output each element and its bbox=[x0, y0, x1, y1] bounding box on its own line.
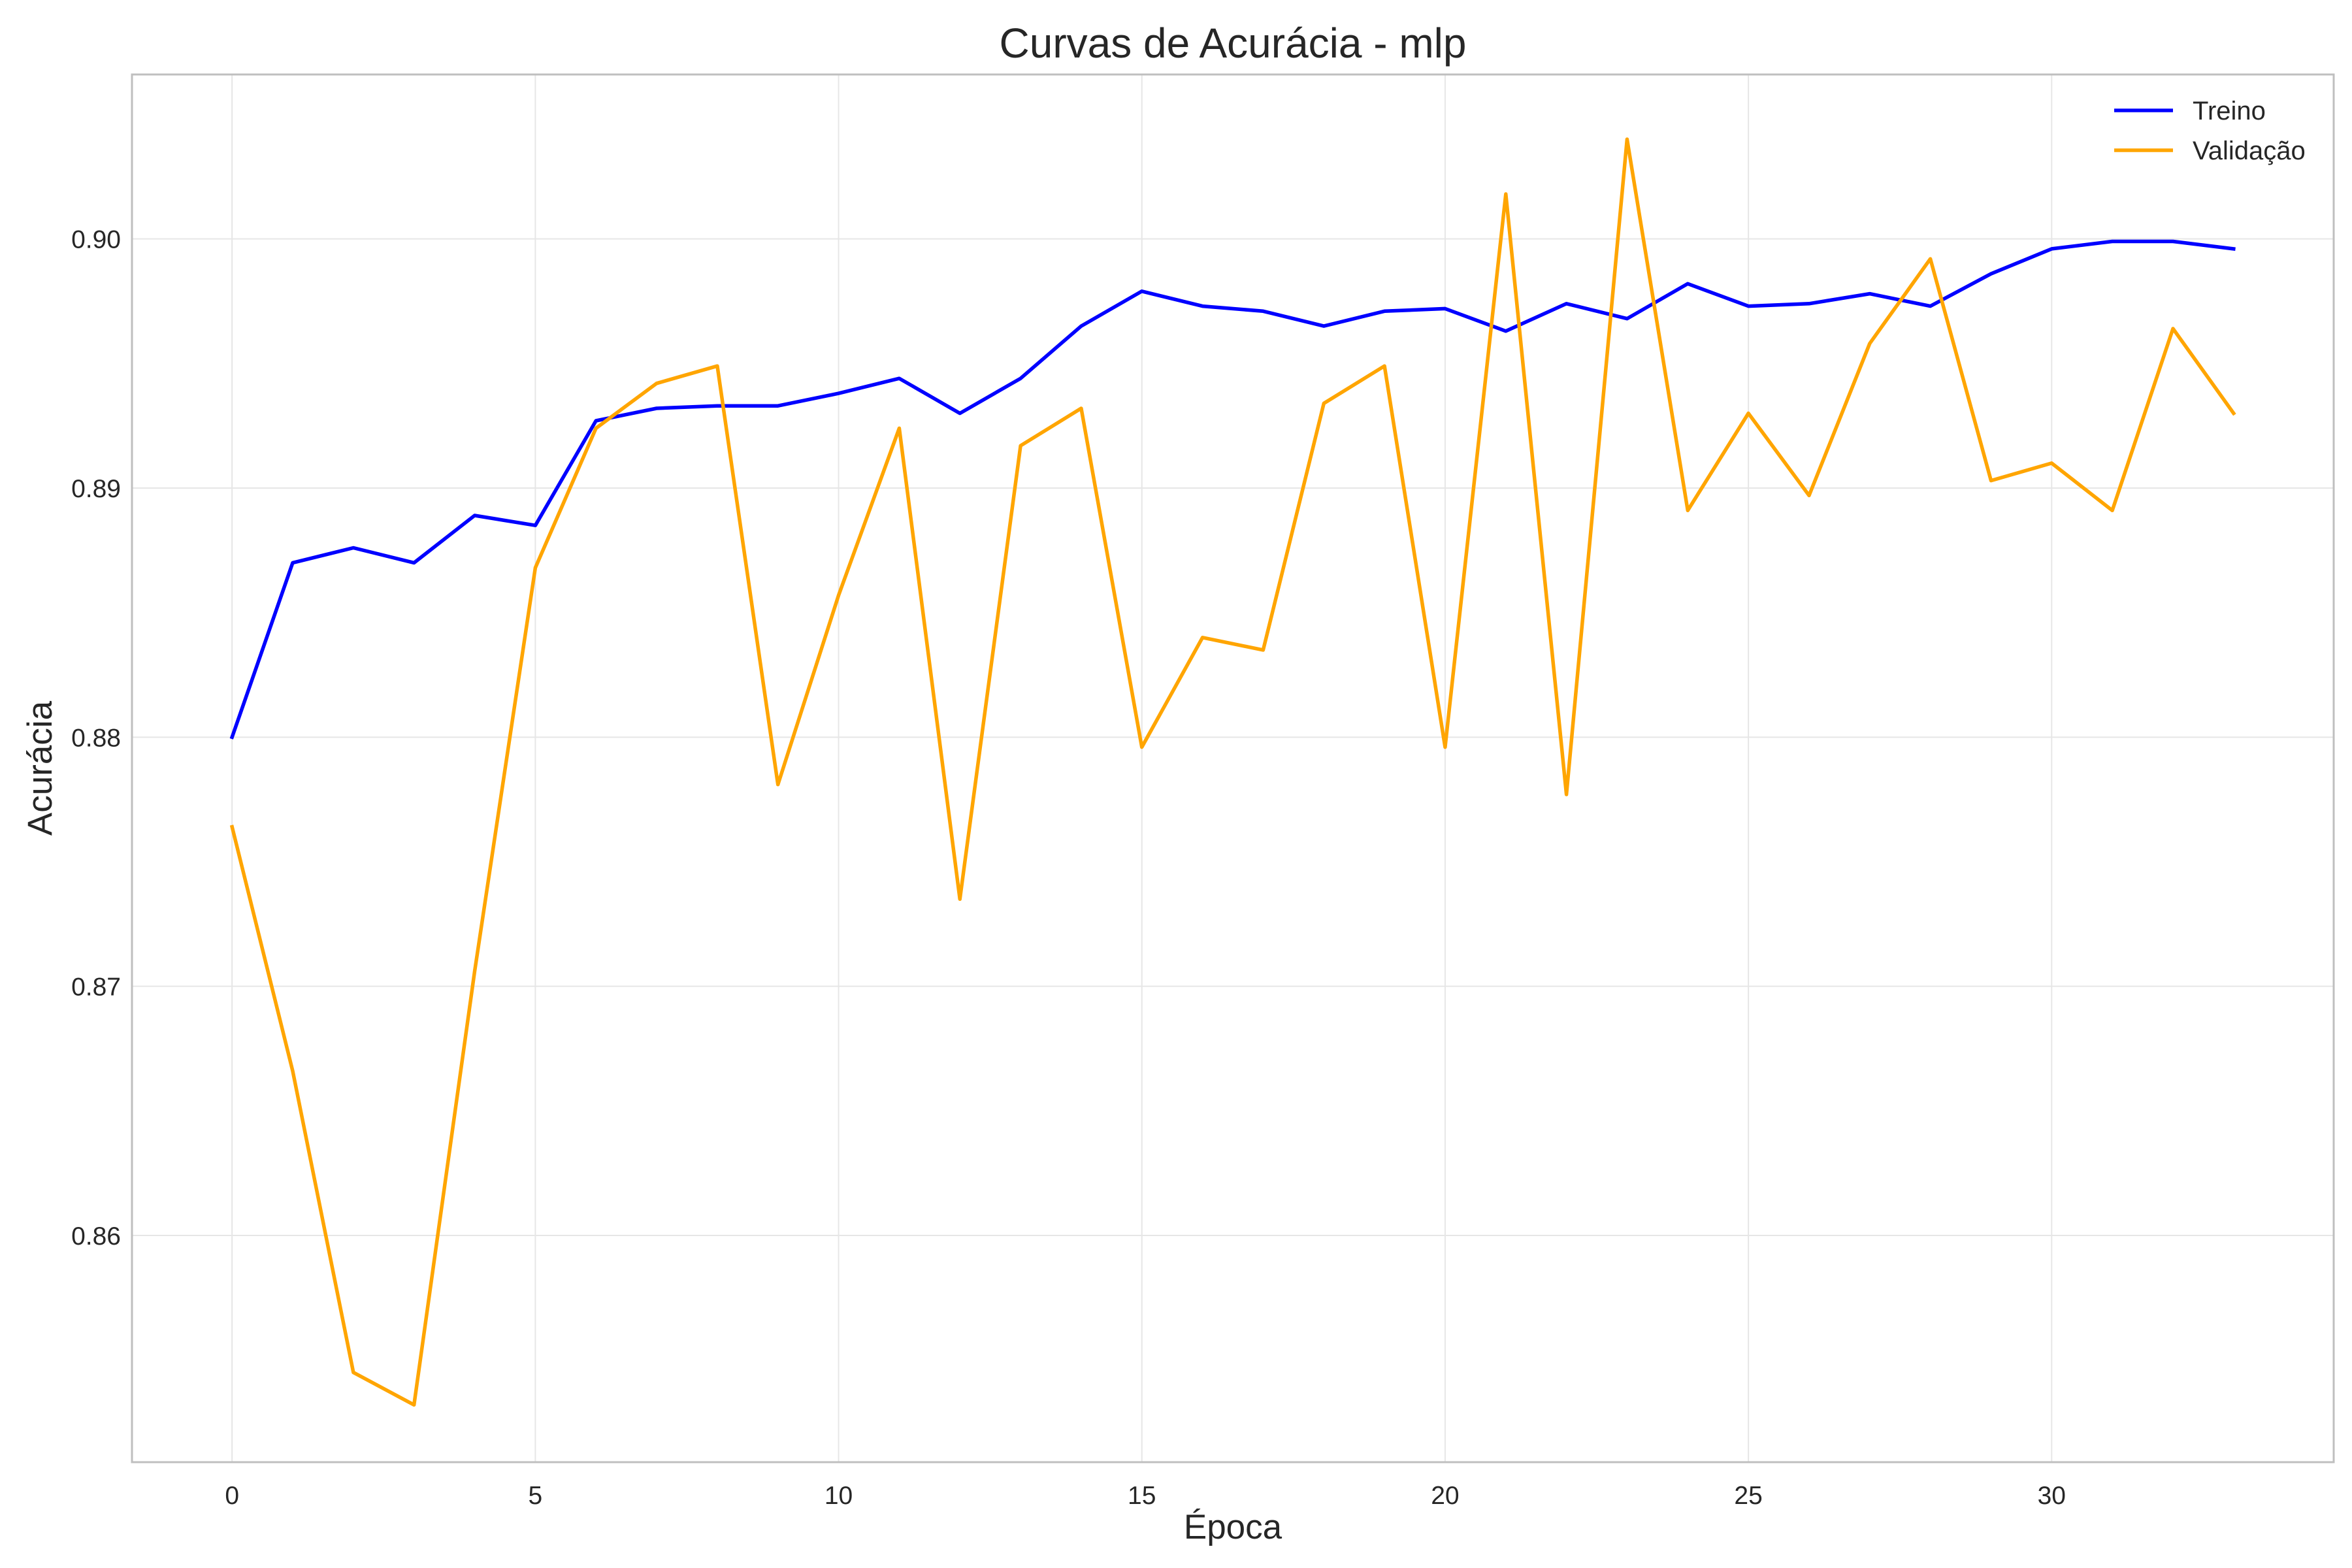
x-tick-label: 20 bbox=[1431, 1482, 1459, 1510]
legend: Treino Validação bbox=[2114, 97, 2306, 165]
legend-label-treino: Treino bbox=[2193, 97, 2266, 125]
y-tick-label: 0.88 bbox=[71, 724, 121, 752]
y-tick-label: 0.86 bbox=[71, 1222, 121, 1250]
y-tick-label: 0.89 bbox=[71, 475, 121, 503]
x-tick-label: 10 bbox=[825, 1482, 853, 1510]
x-tick-label: 0 bbox=[225, 1482, 239, 1510]
x-axis-label: Época bbox=[1184, 1508, 1282, 1546]
series-line-treino bbox=[229, 239, 2236, 740]
y-tick-label: 0.90 bbox=[71, 226, 121, 254]
x-tick-label: 25 bbox=[1734, 1482, 1762, 1510]
legend-label-validacao: Validação bbox=[2193, 137, 2306, 165]
y-tick-label: 0.87 bbox=[71, 973, 121, 1002]
x-tick-labels: 0 5 10 15 20 25 30 bbox=[225, 1482, 2066, 1510]
plot-frame bbox=[131, 73, 2335, 1463]
grid-lines bbox=[132, 74, 2334, 1462]
y-tick-labels: 0.86 0.87 0.88 0.89 0.90 bbox=[71, 226, 121, 1250]
y-axis-label: Acurácia bbox=[21, 700, 59, 836]
chart-title: Curvas de Acurácia - mlp bbox=[1000, 20, 1467, 67]
series-lines bbox=[229, 137, 2236, 1407]
series-line-validacao bbox=[229, 137, 2236, 1407]
x-tick-label: 30 bbox=[2038, 1482, 2066, 1510]
x-tick-label: 15 bbox=[1128, 1482, 1156, 1510]
x-tick-label: 5 bbox=[529, 1482, 543, 1510]
